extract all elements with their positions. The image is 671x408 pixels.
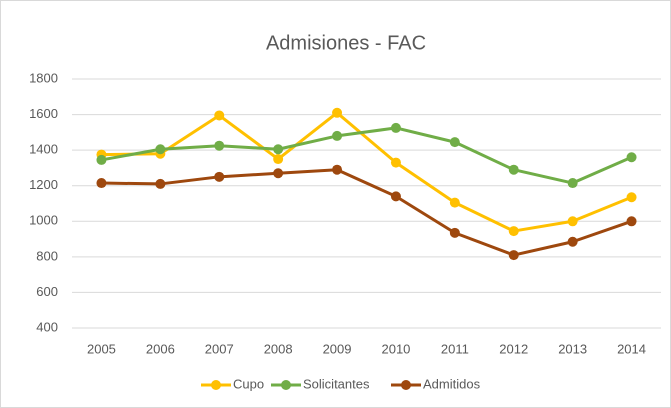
data-point	[214, 140, 225, 151]
data-point	[567, 236, 578, 247]
y-tick-label: 1400	[29, 142, 58, 157]
data-point	[214, 171, 225, 182]
x-tick-label: 2013	[558, 341, 587, 356]
x-tick-label: 2011	[441, 341, 469, 356]
data-point	[155, 178, 166, 189]
data-point	[214, 110, 225, 121]
data-point	[567, 216, 578, 227]
x-tick-label: 2012	[499, 341, 528, 356]
data-point	[449, 137, 460, 148]
data-point	[96, 178, 107, 189]
legend-label: Cupo	[233, 376, 264, 391]
x-tick-label: 2014	[617, 341, 646, 356]
data-point	[567, 178, 578, 189]
data-point	[626, 192, 637, 203]
x-tick-label: 2005	[87, 341, 116, 356]
legend-label: Solicitantes	[303, 376, 370, 391]
data-point	[449, 227, 460, 238]
series-line	[101, 111, 633, 233]
data-point	[332, 130, 343, 141]
data-point	[508, 226, 519, 237]
data-point	[96, 154, 107, 165]
legend-label: Admitidos	[423, 376, 481, 391]
data-point	[273, 144, 284, 155]
y-tick-label: 600	[36, 284, 58, 299]
data-point	[508, 250, 519, 261]
data-point	[390, 157, 401, 168]
x-tick-label: 2008	[264, 341, 293, 356]
data-point	[449, 197, 460, 208]
data-point	[155, 144, 166, 155]
y-tick-label: 800	[36, 248, 58, 263]
data-point	[626, 216, 637, 227]
y-tick-label: 1600	[29, 106, 58, 121]
x-tick-label: 2010	[381, 341, 410, 356]
legend-marker	[401, 380, 411, 390]
x-tick-label: 2007	[205, 341, 234, 356]
data-point	[390, 191, 401, 202]
legend-marker	[281, 380, 291, 390]
data-point	[273, 154, 284, 165]
data-point	[626, 152, 637, 163]
series-line	[101, 168, 633, 257]
y-tick-label: 400	[36, 319, 58, 334]
data-point	[332, 107, 343, 118]
chart-title: Admisiones - FAC	[266, 32, 426, 54]
data-point	[390, 122, 401, 133]
y-tick-label: 1200	[29, 177, 58, 192]
data-point	[332, 164, 343, 175]
series-line	[101, 126, 633, 185]
y-tick-label: 1800	[29, 70, 58, 85]
legend-marker	[211, 380, 221, 390]
data-point	[508, 164, 519, 175]
x-tick-label: 2006	[146, 341, 175, 356]
data-point	[273, 168, 284, 179]
x-tick-label: 2009	[323, 341, 352, 356]
y-tick-label: 1000	[29, 213, 58, 228]
